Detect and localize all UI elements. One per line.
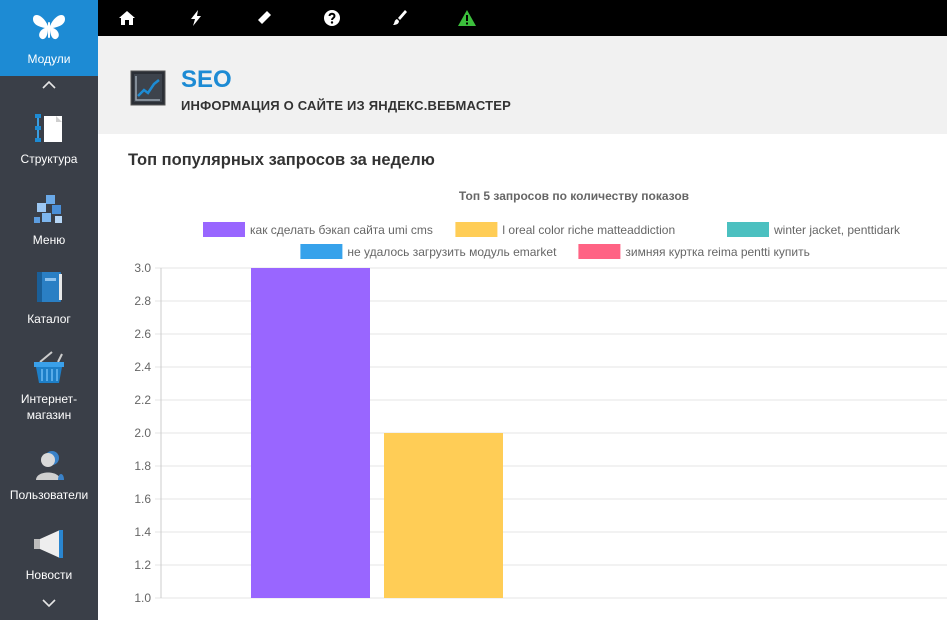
legend-label: не удалось загрузить модуль emarket bbox=[347, 245, 557, 259]
legend-label: как сделать бэкап сайта umi cms bbox=[250, 223, 433, 237]
sidebar-item-news[interactable]: Новости bbox=[0, 527, 98, 587]
y-tick-label: 1.0 bbox=[134, 591, 151, 605]
legend-label: l oreal color riche matteaddiction bbox=[502, 223, 675, 237]
home-icon[interactable] bbox=[117, 8, 137, 28]
sidebar-item-label-line1: Интернет- bbox=[20, 392, 78, 406]
sidebar-item-shop[interactable]: Интернет- магазин bbox=[0, 350, 98, 424]
modules-button[interactable]: Модули bbox=[0, 0, 98, 76]
sidebar-item-menu[interactable]: Меню bbox=[0, 193, 98, 253]
page-header: SEO ИНФОРМАЦИЯ О САЙТЕ ИЗ ЯНДЕКС.ВЕБМАСТ… bbox=[98, 36, 947, 134]
butterfly-logo-icon bbox=[33, 14, 65, 40]
y-tick-label: 1.2 bbox=[134, 558, 151, 572]
modules-label: Модули bbox=[27, 52, 71, 66]
legend-swatch bbox=[578, 244, 621, 259]
scroll-down-button[interactable] bbox=[0, 598, 98, 618]
sidebar-item-label-line2: магазин bbox=[26, 408, 72, 422]
sidebar-item-label: Структура bbox=[20, 152, 78, 166]
section-title: Топ популярных запросов за неделю bbox=[128, 151, 435, 169]
news-megaphone-icon bbox=[34, 530, 63, 558]
seo-chart-icon bbox=[130, 70, 166, 106]
chevron-up-icon bbox=[42, 80, 56, 89]
bar bbox=[384, 433, 503, 598]
users-icon bbox=[36, 451, 64, 480]
y-tick-label: 2.6 bbox=[134, 327, 151, 341]
y-tick-label: 1.4 bbox=[134, 525, 151, 539]
top-queries-chart: Топ 5 запросов по количеству показов как … bbox=[98, 180, 947, 620]
y-tick-label: 3.0 bbox=[134, 261, 151, 275]
page-subtitle: ИНФОРМАЦИЯ О САЙТЕ ИЗ ЯНДЕКС.ВЕБМАСТЕР bbox=[181, 98, 511, 113]
page-title: SEO bbox=[181, 66, 232, 93]
sidebar-item-catalog[interactable]: Каталог bbox=[0, 270, 98, 330]
catalog-book-icon bbox=[37, 272, 62, 302]
y-tick-label: 2.8 bbox=[134, 294, 151, 308]
legend-swatch bbox=[203, 222, 245, 237]
sidebar: Модули Структура Меню bbox=[0, 0, 98, 620]
y-tick-label: 1.8 bbox=[134, 459, 151, 473]
scroll-up-button[interactable] bbox=[0, 80, 98, 100]
y-tick-label: 2.0 bbox=[134, 426, 151, 440]
legend-label: winter jacket, penttidark bbox=[773, 223, 901, 237]
shop-basket-icon bbox=[34, 351, 64, 383]
sidebar-item-label: Пользователи bbox=[9, 488, 89, 502]
chart-svg: Топ 5 запросов по количеству показов как … bbox=[134, 189, 947, 605]
bar bbox=[251, 268, 370, 598]
y-tick-label: 2.2 bbox=[134, 393, 151, 407]
sidebar-item-structure[interactable]: Структура bbox=[0, 112, 98, 172]
help-icon[interactable] bbox=[322, 8, 342, 28]
brush-icon[interactable] bbox=[390, 8, 410, 28]
structure-icon bbox=[35, 114, 62, 142]
y-tick-label: 2.4 bbox=[134, 360, 151, 374]
legend-swatch bbox=[455, 222, 498, 237]
sidebar-item-label: Каталог bbox=[27, 312, 71, 326]
legend-swatch bbox=[300, 244, 343, 259]
sidebar-item-label: Меню bbox=[32, 233, 66, 247]
sidebar-item-users[interactable]: Пользователи bbox=[0, 448, 98, 508]
y-tick-label: 1.6 bbox=[134, 492, 151, 506]
legend-swatch bbox=[727, 222, 769, 237]
sidebar-item-label: Новости bbox=[25, 568, 73, 582]
warning-icon[interactable] bbox=[457, 8, 477, 28]
pen-icon[interactable] bbox=[254, 8, 274, 28]
menu-cubes-icon bbox=[34, 195, 62, 223]
legend-label: зимняя куртка reima pentti купить bbox=[625, 245, 809, 259]
lightning-icon[interactable] bbox=[186, 8, 206, 28]
top-toolbar bbox=[98, 0, 947, 36]
chevron-down-icon bbox=[42, 599, 56, 608]
chart-title: Топ 5 запросов по количеству показов bbox=[459, 189, 689, 203]
